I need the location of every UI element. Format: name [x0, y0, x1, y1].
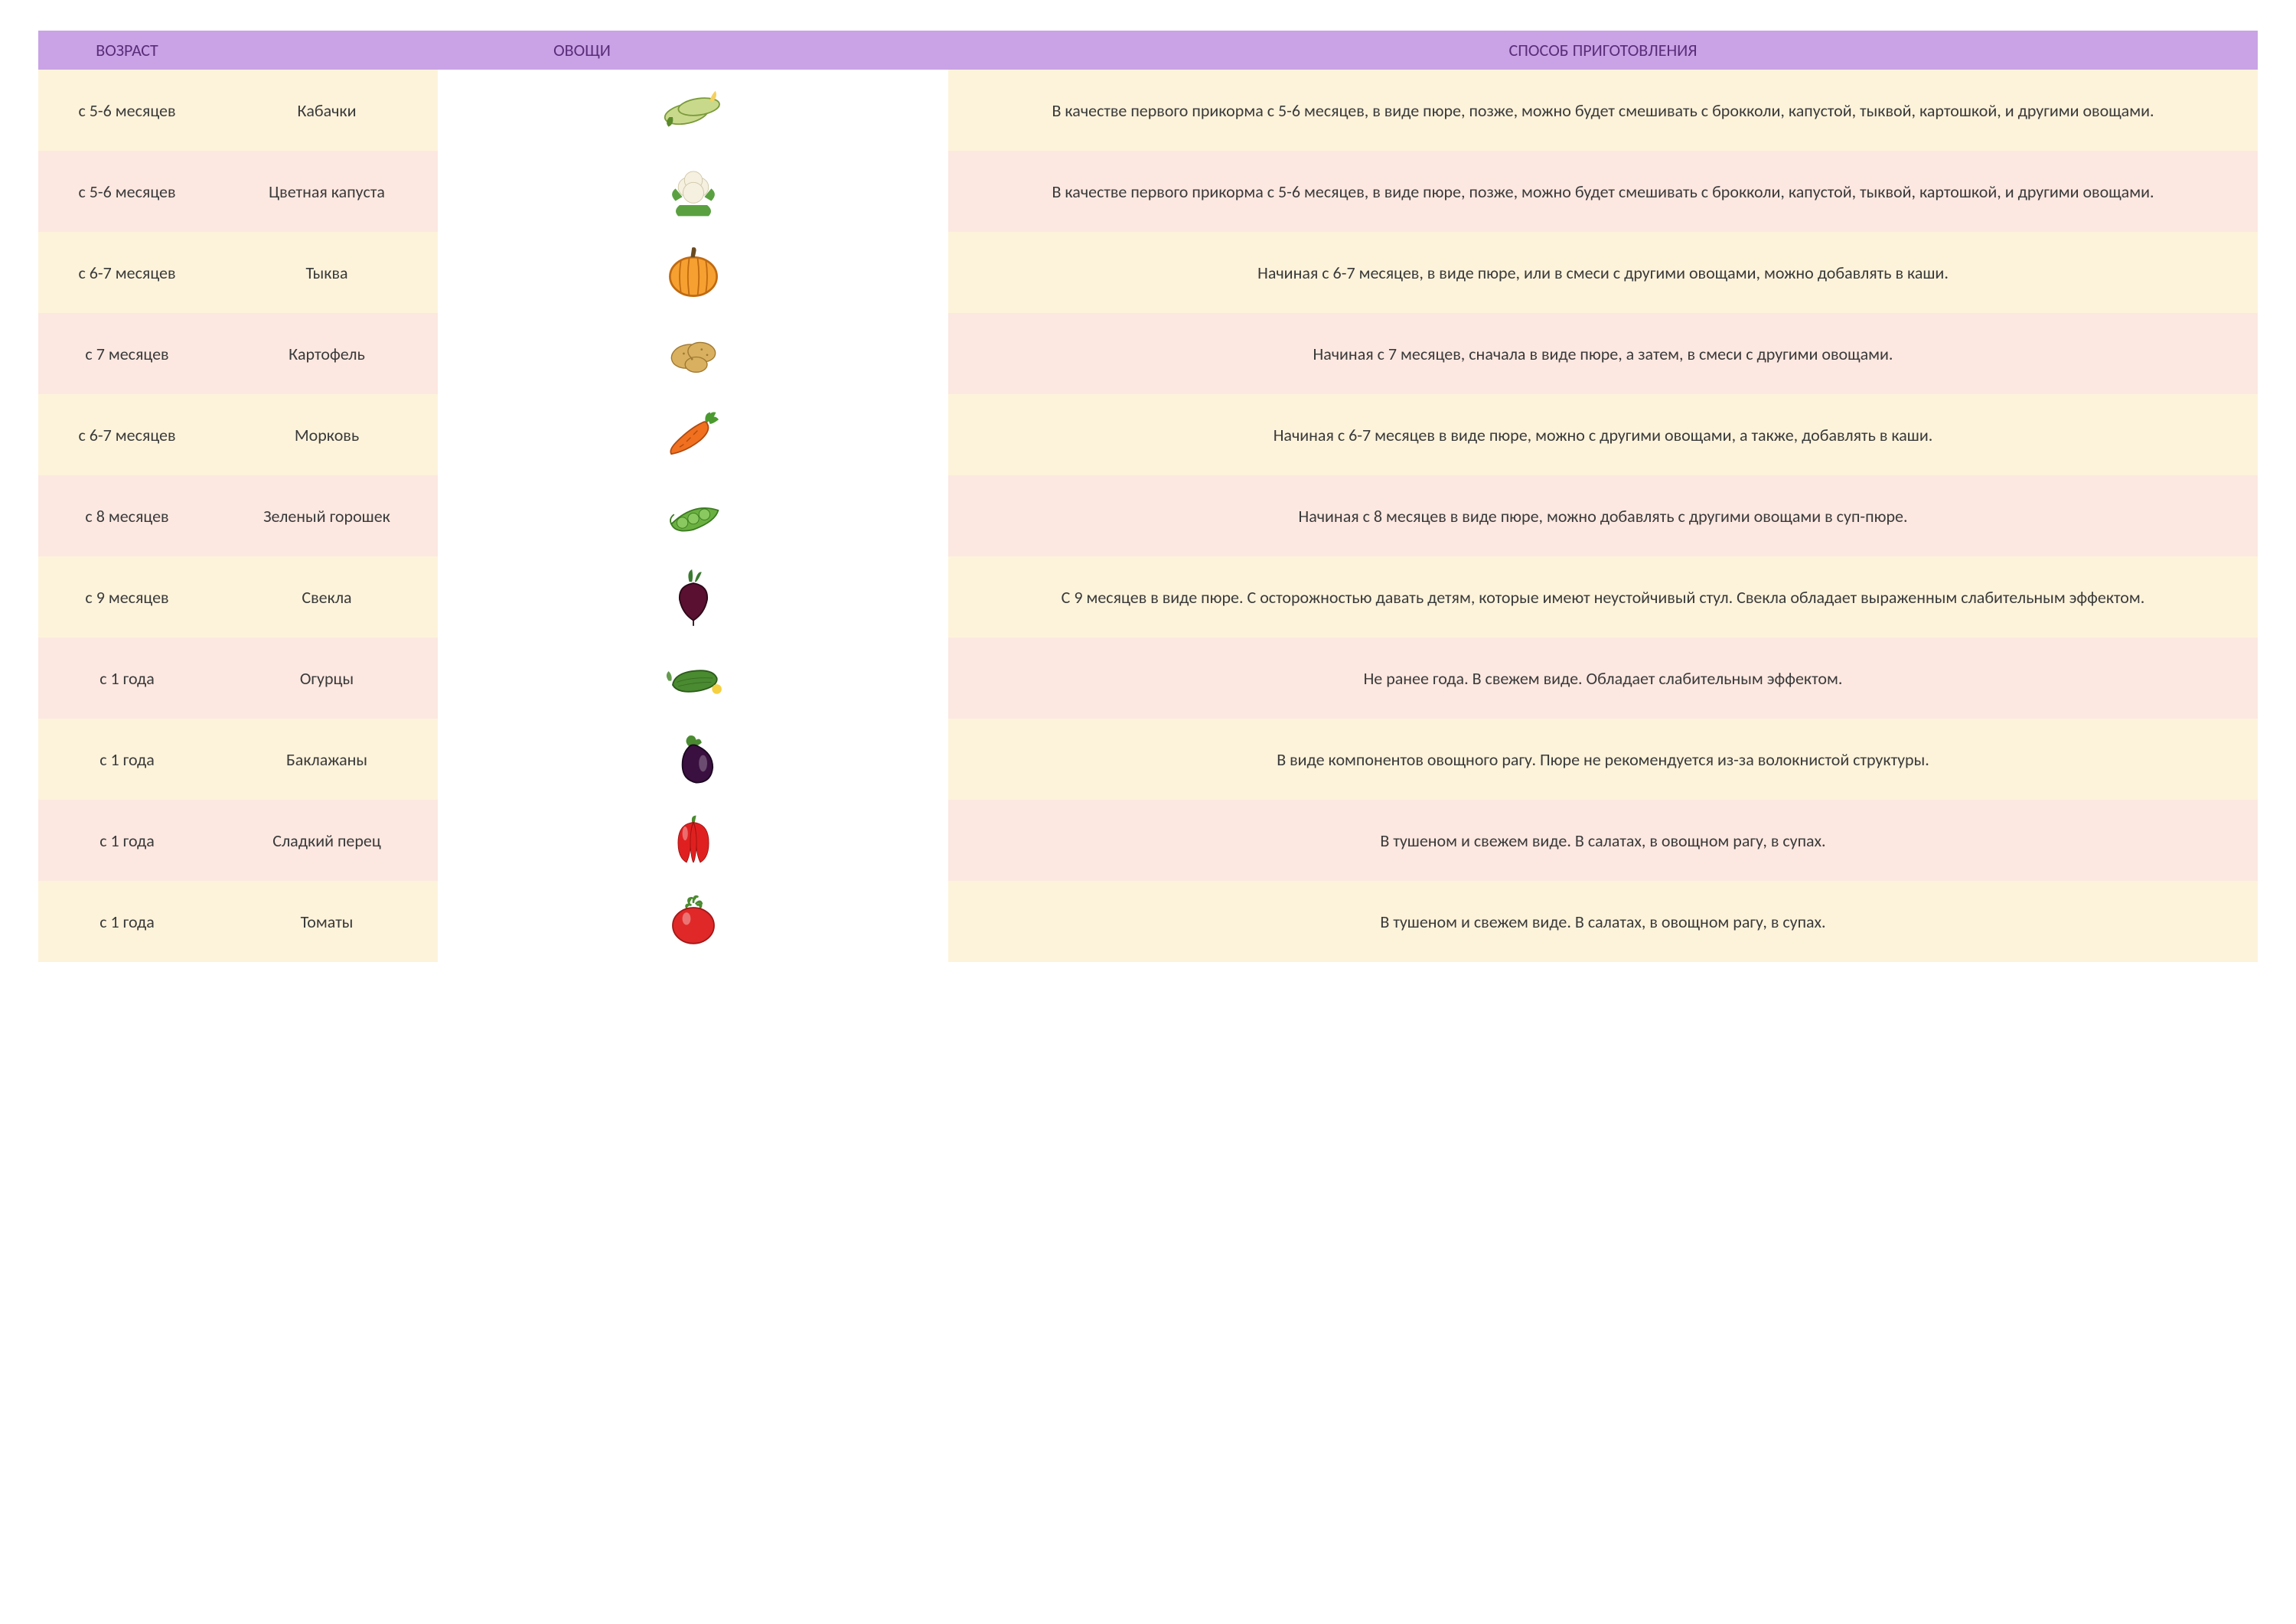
zucchini-icon: [438, 70, 948, 151]
cell-age: с 6-7 месяцев: [38, 232, 216, 313]
table-row: с 1 годаБаклажаны В виде компонентов ово…: [38, 719, 2258, 800]
header-age: ВОЗРАСТ: [38, 31, 216, 70]
cell-preparation: В качестве первого прикорма с 5-6 месяце…: [948, 151, 2258, 232]
header-preparation: СПОСОБ ПРИГОТОВЛЕНИЯ: [948, 31, 2258, 70]
eggplant-icon: [438, 719, 948, 800]
cell-age: с 7 месяцев: [38, 313, 216, 394]
table-row: с 6-7 месяцевМорковь Начиная с 6-7 месяц…: [38, 394, 2258, 475]
cell-vegetable-name: Картофель: [216, 313, 438, 394]
cell-preparation: Начиная с 6-7 месяцев, в виде пюре, или …: [948, 232, 2258, 313]
cell-vegetable-name: Кабачки: [216, 70, 438, 151]
cell-age: с 6-7 месяцев: [38, 394, 216, 475]
cell-preparation: В тушеном и свежем виде. В салатах, в ов…: [948, 800, 2258, 881]
table-row: с 8 месяцевЗеленый горошек Начиная с 8 м…: [38, 475, 2258, 556]
cell-age: с 5-6 месяцев: [38, 151, 216, 232]
cell-preparation: В качестве первого прикорма с 5-6 месяце…: [948, 70, 2258, 151]
cell-vegetable-name: Баклажаны: [216, 719, 438, 800]
potato-icon: [438, 313, 948, 394]
carrot-icon: [438, 394, 948, 475]
table-row: с 1 годаСладкий перец В тушеном и свежем…: [38, 800, 2258, 881]
pepper-icon: [438, 800, 948, 881]
table-row: с 7 месяцевКартофель Начиная с 7 месяцев…: [38, 313, 2258, 394]
header-vegetable: ОВОЩИ: [216, 31, 948, 70]
cell-age: с 5-6 месяцев: [38, 70, 216, 151]
cell-preparation: Начиная с 7 месяцев, сначала в виде пюре…: [948, 313, 2258, 394]
peas-icon: [438, 475, 948, 556]
cell-vegetable-name: Сладкий перец: [216, 800, 438, 881]
vegetable-feeding-table: ВОЗРАСТОВОЩИСПОСОБ ПРИГОТОВЛЕНИЯс 5-6 ме…: [38, 31, 2258, 962]
cell-age: с 1 года: [38, 719, 216, 800]
cell-vegetable-name: Свекла: [216, 556, 438, 638]
cell-preparation: Начиная с 6-7 месяцев в виде пюре, можно…: [948, 394, 2258, 475]
table-row: с 6-7 месяцевТыква Начиная с 6-7 месяцев…: [38, 232, 2258, 313]
cell-age: с 9 месяцев: [38, 556, 216, 638]
table-row: с 5-6 месяцевЦветная капуста В качестве …: [38, 151, 2258, 232]
table-row: с 5-6 месяцевКабачки В качестве первого …: [38, 70, 2258, 151]
pumpkin-icon: [438, 232, 948, 313]
cucumber-icon: [438, 638, 948, 719]
cell-age: с 1 года: [38, 800, 216, 881]
cell-vegetable-name: Огурцы: [216, 638, 438, 719]
table-row: с 1 годаОгурцы Не ранее года. В свежем в…: [38, 638, 2258, 719]
table-row: с 1 годаТоматы В тушеном и свежем виде. …: [38, 881, 2258, 962]
cell-preparation: В тушеном и свежем виде. В салатах, в ов…: [948, 881, 2258, 962]
cell-vegetable-name: Цветная капуста: [216, 151, 438, 232]
cauliflower-icon: [438, 151, 948, 232]
cell-vegetable-name: Томаты: [216, 881, 438, 962]
cell-preparation: В виде компонентов овощного рагу. Пюре н…: [948, 719, 2258, 800]
cell-preparation: Не ранее года. В свежем виде. Обладает с…: [948, 638, 2258, 719]
table-header-row: ВОЗРАСТОВОЩИСПОСОБ ПРИГОТОВЛЕНИЯ: [38, 31, 2258, 70]
cell-age: с 8 месяцев: [38, 475, 216, 556]
table-row: с 9 месяцевСвекла С 9 месяцев в виде пюр…: [38, 556, 2258, 638]
cell-preparation: С 9 месяцев в виде пюре. С осторожностью…: [948, 556, 2258, 638]
beet-icon: [438, 556, 948, 638]
cell-age: с 1 года: [38, 638, 216, 719]
cell-vegetable-name: Тыква: [216, 232, 438, 313]
cell-age: с 1 года: [38, 881, 216, 962]
cell-vegetable-name: Зеленый горошек: [216, 475, 438, 556]
cell-preparation: Начиная с 8 месяцев в виде пюре, можно д…: [948, 475, 2258, 556]
cell-vegetable-name: Морковь: [216, 394, 438, 475]
tomato-icon: [438, 881, 948, 962]
